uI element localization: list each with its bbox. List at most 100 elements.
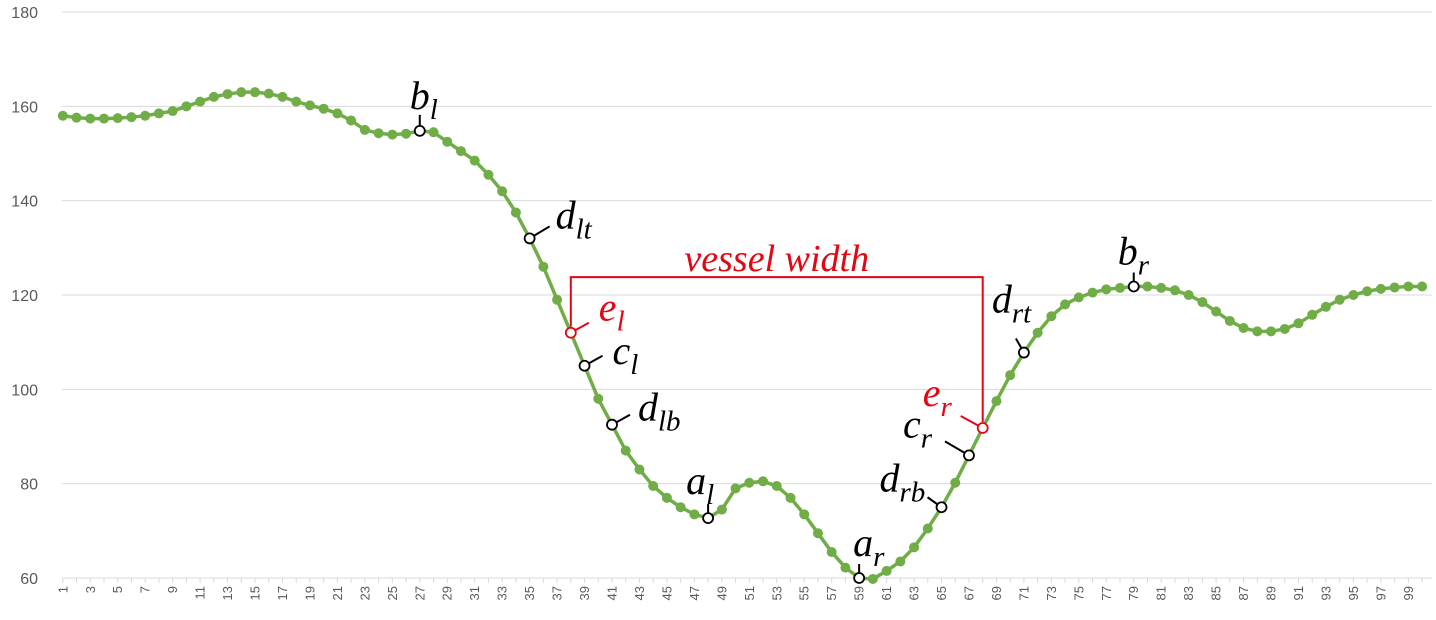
data-point bbox=[758, 476, 769, 487]
annotation-subscript: rt bbox=[1012, 298, 1032, 330]
annotation-subscript: l bbox=[630, 349, 638, 381]
x-tick-label: 75 bbox=[1071, 586, 1086, 600]
data-point bbox=[1156, 282, 1167, 293]
data-point bbox=[373, 128, 384, 139]
data-point bbox=[1279, 323, 1290, 334]
x-tick-label: 35 bbox=[522, 586, 537, 600]
data-point bbox=[812, 528, 823, 539]
data-point bbox=[1403, 281, 1414, 292]
x-tick-label: 21 bbox=[330, 586, 345, 600]
data-point bbox=[510, 207, 521, 218]
y-tick-label: 140 bbox=[11, 194, 38, 211]
annotation-c-l: cl bbox=[578, 328, 638, 381]
x-tick-label: 59 bbox=[852, 586, 867, 600]
data-point bbox=[1266, 326, 1277, 337]
data-point bbox=[1046, 311, 1057, 322]
annotation-label: ar bbox=[853, 520, 885, 573]
data-point bbox=[126, 112, 137, 123]
annotation-d-rb: drb bbox=[880, 455, 948, 514]
vessel-width-group: vessel width bbox=[569, 238, 984, 423]
x-tick-label: 53 bbox=[769, 586, 784, 600]
annotation-base: e bbox=[599, 285, 617, 330]
data-point bbox=[1087, 287, 1098, 298]
data-point bbox=[1183, 290, 1194, 300]
data-point bbox=[1252, 326, 1263, 337]
x-tick-label: 9 bbox=[165, 586, 180, 593]
y-axis-ticks: 60 80 100 120 140 160 180 bbox=[11, 5, 38, 588]
x-tick-label: 89 bbox=[1264, 586, 1279, 600]
x-tick-label: 87 bbox=[1236, 586, 1251, 600]
x-tick-label: 3 bbox=[83, 586, 98, 593]
annotation-marker bbox=[523, 232, 536, 245]
y-tick-label: 100 bbox=[11, 382, 38, 399]
annotation-base: b bbox=[1118, 229, 1138, 274]
data-point bbox=[826, 547, 837, 558]
annotation-marker bbox=[963, 449, 975, 462]
x-tick-label: 23 bbox=[357, 586, 372, 600]
annotation-label: dlt bbox=[556, 192, 593, 245]
data-point bbox=[895, 556, 906, 567]
annotation-base: e bbox=[923, 370, 941, 415]
annotation-marker bbox=[413, 124, 426, 137]
data-point bbox=[648, 481, 659, 492]
data-point bbox=[1293, 318, 1304, 329]
data-point bbox=[593, 393, 604, 404]
annotation-marker bbox=[578, 359, 591, 372]
data-point bbox=[1362, 286, 1373, 297]
data-point bbox=[1389, 282, 1400, 293]
annotation-marker bbox=[606, 418, 618, 431]
data-point bbox=[1238, 323, 1249, 334]
series-line bbox=[62, 90, 1423, 581]
data-point bbox=[1375, 283, 1386, 294]
x-tick-label: 61 bbox=[879, 586, 894, 600]
annotation-b-r: br bbox=[1118, 229, 1150, 293]
data-point bbox=[428, 127, 439, 138]
data-point bbox=[620, 445, 631, 456]
x-tick-label: 29 bbox=[440, 586, 455, 600]
x-tick-label: 79 bbox=[1126, 586, 1141, 600]
data-point bbox=[785, 492, 796, 503]
data-point bbox=[263, 88, 274, 99]
annotation-b-l: bl bbox=[410, 73, 438, 137]
x-axis-ticks: 1 3 5 7 9 11 13 15 17 19 21 23 25 27 29 31 33 35 37 39 41 43 4… bbox=[55, 578, 1423, 600]
x-tick-label: 41 bbox=[605, 586, 620, 600]
data-point bbox=[1197, 297, 1208, 308]
y-tick-label: 120 bbox=[11, 288, 38, 305]
data-point bbox=[1348, 290, 1359, 300]
x-tick-label: 25 bbox=[385, 586, 400, 600]
annotation-marker bbox=[935, 501, 948, 514]
annotation-subscript: r bbox=[921, 422, 933, 454]
annotation-d-rt: drt bbox=[992, 277, 1032, 359]
data-point bbox=[675, 502, 686, 513]
annotation-marker bbox=[1127, 280, 1140, 293]
annotation-subscript: l bbox=[430, 94, 438, 126]
x-tick-label: 15 bbox=[248, 586, 263, 600]
data-point bbox=[1005, 370, 1016, 381]
data-point bbox=[208, 91, 219, 102]
annotation-label: drt bbox=[992, 277, 1032, 330]
annotation-base: b bbox=[410, 73, 430, 118]
x-tick-label: 39 bbox=[577, 586, 592, 600]
annotation-subscript: r bbox=[873, 541, 885, 573]
annotation-base: c bbox=[613, 328, 631, 373]
annotation-label: el bbox=[599, 285, 625, 338]
data-point bbox=[304, 100, 315, 111]
data-point bbox=[277, 91, 288, 102]
x-tick-label: 67 bbox=[961, 586, 976, 600]
data-point bbox=[744, 477, 755, 488]
annotation-subscript: lt bbox=[576, 213, 593, 245]
annotation-base: a bbox=[686, 458, 706, 503]
data-point bbox=[98, 113, 109, 124]
data-point bbox=[771, 481, 782, 492]
x-tick-label: 73 bbox=[1044, 586, 1059, 600]
x-tick-label: 85 bbox=[1209, 586, 1224, 600]
data-point bbox=[359, 124, 370, 135]
annotation-subscript: l bbox=[617, 306, 625, 338]
x-tick-label: 65 bbox=[934, 586, 949, 600]
annotation-marker bbox=[976, 422, 989, 434]
annotation-c-r: cr bbox=[903, 401, 975, 462]
data-point bbox=[716, 504, 727, 515]
annotation-subscript: rb bbox=[900, 476, 926, 508]
x-tick-label: 17 bbox=[275, 586, 290, 600]
data-point bbox=[401, 128, 412, 139]
